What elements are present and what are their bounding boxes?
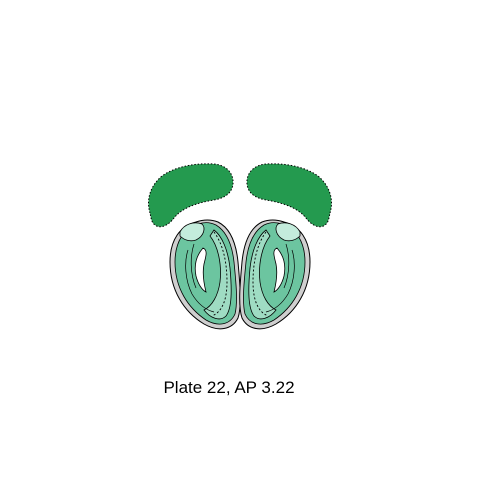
right-dorsal-region (246, 163, 332, 228)
right-lamina-1 (265, 249, 295, 313)
left-lamina-1 (185, 249, 215, 313)
right-inner-band (248, 229, 277, 320)
plate-caption: Plate 22, AP 3.22 (163, 378, 295, 397)
right-hemisphere (239, 219, 311, 330)
left-layer-line (211, 231, 228, 317)
left-cap-region (179, 222, 205, 242)
left-hemisphere (169, 219, 241, 330)
left-inner-band (203, 229, 232, 320)
right-ventricle (273, 247, 286, 293)
left-lamina-2 (190, 243, 197, 289)
right-cap-region (275, 222, 301, 242)
left-ventricle (194, 247, 207, 293)
left-dorsal-region (148, 163, 234, 228)
right-lamina-2 (283, 243, 290, 289)
right-layer-line (252, 231, 269, 317)
